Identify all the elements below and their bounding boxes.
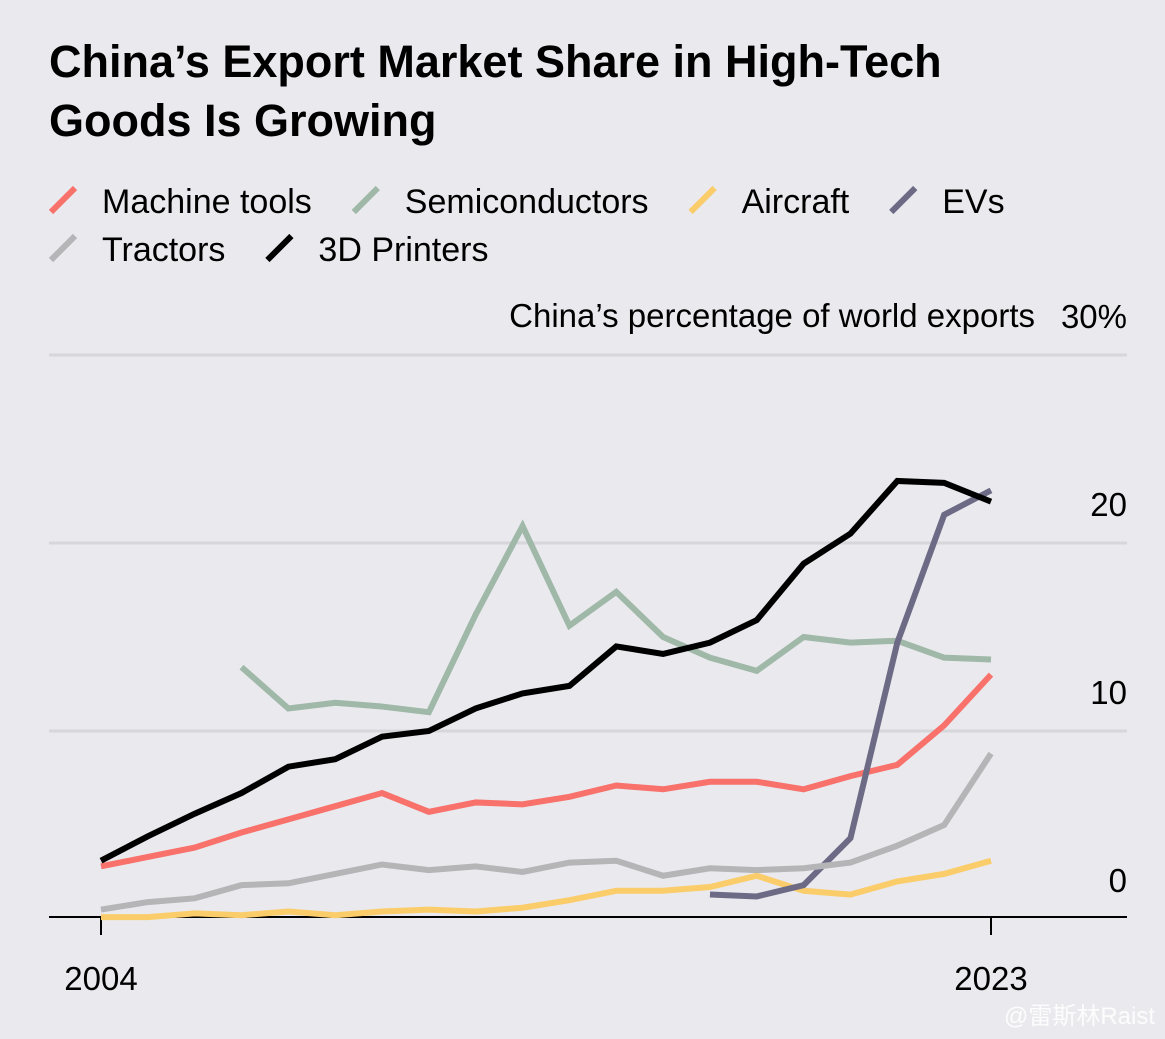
y-axis-label: China’s percentage of world exports [509,297,1035,334]
legend-icon [48,185,78,215]
legend-label: Aircraft [742,183,850,221]
legend-label: Semiconductors [405,183,649,221]
x-tick-label: 2023 [954,960,1027,997]
y-tick-label: 20 [1090,486,1127,523]
legend-label: Machine tools [102,183,312,221]
x-tick-label: 2004 [64,960,137,997]
y-tick-label: 30% [1061,298,1127,335]
legend-icon [48,233,78,263]
chart-title: Goods Is Growing [49,95,437,146]
chart-title: China’s Export Market Share in High-Tech [49,36,942,87]
watermark: @雷斯林Raist [1004,1003,1155,1030]
y-tick-label: 0 [1109,862,1127,899]
series-line [709,487,993,900]
series-line [99,477,993,864]
series-line [100,751,994,913]
series-line [100,672,994,870]
legend-icon [351,185,380,215]
legend-label: EVs [942,183,1004,221]
legend-label: 3D Printers [318,231,488,269]
legend-icon [889,185,918,215]
legend-label: Tractors [102,231,225,269]
y-tick-label: 10 [1090,674,1127,711]
series-line [101,857,992,921]
series-line [239,519,992,716]
legend-icon [688,185,717,215]
legend-icon [265,233,294,263]
